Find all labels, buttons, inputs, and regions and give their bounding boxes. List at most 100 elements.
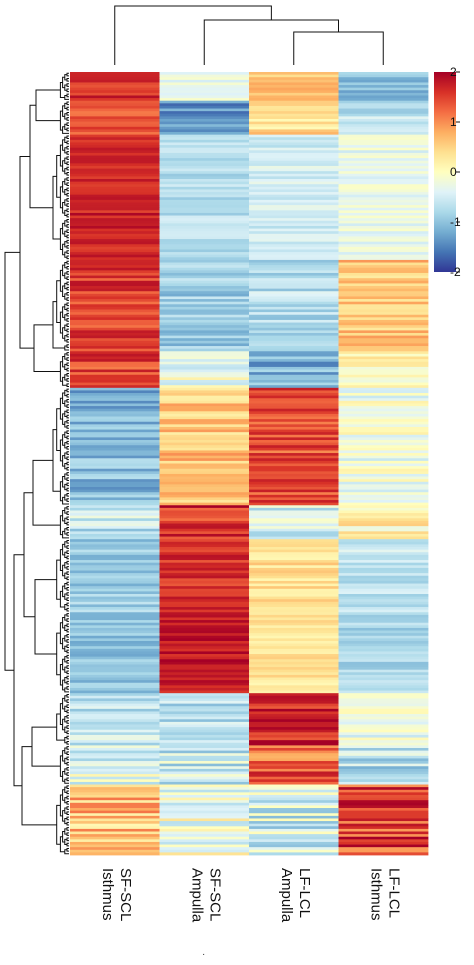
dendrogram-link	[66, 566, 69, 570]
heatmap-cell	[159, 155, 250, 159]
heatmap-cell	[249, 661, 339, 665]
heatmap-cell	[159, 515, 250, 519]
heatmap-cell	[338, 750, 429, 754]
heatmap-cell	[70, 515, 160, 519]
heatmap-cell	[338, 468, 429, 472]
heatmap-cell	[159, 844, 250, 848]
dendrogram-link	[66, 592, 69, 596]
heatmap-cell	[249, 797, 339, 801]
heatmap-cell	[249, 322, 339, 326]
heatmap-cell	[70, 374, 160, 378]
dendrogram-link	[66, 425, 69, 429]
heatmap-cell	[338, 458, 429, 462]
heatmap-cell	[338, 494, 429, 498]
heatmap-cell	[159, 372, 250, 376]
heatmap-cell	[159, 312, 250, 316]
heatmap-cell	[338, 526, 429, 530]
heatmap-cell	[70, 98, 160, 102]
heatmap-cell	[70, 471, 160, 475]
dendrogram-link	[66, 571, 69, 575]
heatmap-cell	[70, 124, 160, 128]
heatmap-cell	[159, 343, 250, 347]
heatmap-cell	[70, 372, 160, 376]
heatmap-cell	[338, 411, 429, 415]
heatmap-cell	[159, 492, 250, 496]
heatmap-cell	[70, 205, 160, 209]
heatmap-cell	[70, 270, 160, 274]
heatmap-cell	[338, 129, 429, 133]
heatmap-cell	[70, 79, 160, 83]
heatmap-cell	[70, 189, 160, 193]
heatmap-cell	[249, 139, 339, 143]
heatmap-cell	[249, 601, 339, 605]
heatmap-cell	[159, 460, 250, 464]
heatmap-cell	[249, 398, 339, 402]
heatmap-cell	[70, 706, 160, 710]
heatmap-cell	[159, 740, 250, 744]
heatmap-cell	[70, 445, 160, 449]
heatmap-cell	[159, 116, 250, 120]
heatmap-cell	[338, 424, 429, 428]
dendrogram-link	[66, 560, 69, 565]
heatmap-cell	[70, 828, 160, 832]
heatmap-cell	[159, 72, 250, 76]
heatmap-cell	[159, 413, 250, 417]
dendrogram-link	[66, 847, 69, 852]
heatmap-cell	[249, 557, 339, 561]
dendrogram-link	[66, 271, 69, 275]
heatmap-cell	[159, 640, 250, 644]
heatmap-cell	[338, 661, 429, 665]
heatmap-cell	[338, 374, 429, 378]
heatmap-cell	[159, 432, 250, 436]
color-scale-tick-label: -1	[450, 215, 461, 229]
heatmap-cell	[249, 259, 339, 263]
heatmap-cell	[249, 440, 339, 444]
heatmap-cell	[338, 105, 429, 109]
heatmap-cell	[338, 852, 429, 856]
heatmap-cell	[338, 343, 429, 347]
heatmap-cell	[338, 682, 429, 686]
heatmap-cell	[70, 680, 160, 684]
heatmap-cell	[249, 72, 339, 76]
heatmap-cell	[159, 445, 250, 449]
column-label: LF-LCL	[385, 868, 402, 918]
heatmap-cell	[70, 335, 160, 339]
heatmap-cell	[159, 661, 250, 665]
heatmap-cell	[338, 787, 429, 791]
heatmap-cell	[338, 283, 429, 287]
heatmap-cell	[70, 77, 160, 81]
heatmap-cell	[338, 244, 429, 248]
heatmap-cell	[249, 599, 339, 603]
heatmap-cell	[159, 124, 250, 128]
heatmap-cell	[159, 698, 250, 702]
dendrogram-link	[66, 281, 69, 286]
heatmap-cell	[338, 789, 429, 793]
heatmap-cell	[249, 346, 339, 350]
heatmap-cell	[70, 818, 160, 822]
heatmap-cell	[159, 513, 250, 517]
heatmap-cell	[159, 85, 250, 89]
heatmap-cell	[338, 638, 429, 642]
heatmap-cell	[70, 87, 160, 91]
heatmap-cell	[159, 403, 250, 407]
heatmap-cell	[70, 502, 160, 506]
heatmap-cell	[159, 317, 250, 321]
heatmap-cell	[159, 147, 250, 151]
heatmap-cell	[338, 364, 429, 368]
dendrogram-link	[66, 430, 69, 434]
heatmap-cell	[70, 583, 160, 587]
heatmap-cell	[249, 541, 339, 545]
heatmap-cell	[249, 129, 339, 133]
heatmap-cell	[338, 473, 429, 477]
heatmap-cell	[70, 129, 160, 133]
heatmap-cell	[338, 215, 429, 219]
heatmap-cell	[70, 429, 160, 433]
heatmap-cell	[249, 607, 339, 611]
heatmap-cell	[159, 351, 250, 355]
heatmap-cell	[70, 839, 160, 843]
heatmap-cell	[70, 346, 160, 350]
heatmap-cell	[249, 262, 339, 266]
heatmap-cell	[249, 560, 339, 564]
heatmap-cell	[159, 150, 250, 154]
heatmap-cell	[249, 753, 339, 757]
